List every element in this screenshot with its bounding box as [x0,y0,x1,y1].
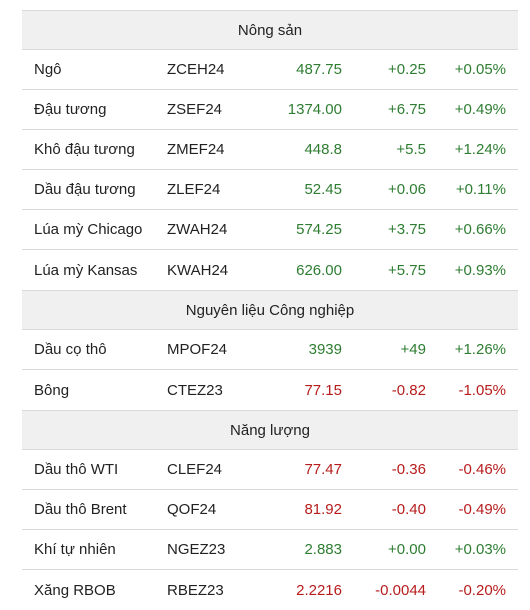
commodity-name: Xăng RBOB [34,581,116,599]
change-value: +49 [400,341,426,358]
contract-code: KWAH24 [167,261,229,279]
contract-code: ZCEH24 [167,61,225,78]
change-value: +0.00 [388,541,426,558]
price-value: 626.00 [296,261,342,279]
change-value: +3.75 [388,221,426,238]
change-value: +6.75 [388,101,426,118]
table-row: Bông CTEZ23 77.15 -0.82 -1.05% [22,370,518,410]
change-percent: -0.20% [458,581,506,599]
price-value: 487.75 [296,61,342,78]
section-rows: Dầu thô WTI CLEF24 77.47 -0.36 -0.46% Dầu thô… [22,450,518,610]
change-percent: +0.49% [454,101,506,118]
price-value: 2.883 [304,541,342,558]
change-percent: +1.26% [454,341,506,358]
change-percent: +0.03% [454,541,506,558]
section-header: Nông sản [22,10,518,50]
section-rows: Ngô ZCEH24 487.75 +0.25 +0.05% Đậu tương ZSEF2… [22,50,518,290]
change-value: +0.06 [388,181,426,198]
change-value: -0.0044 [375,581,426,599]
table-row: Ngô ZCEH24 487.75 +0.25 +0.05% [22,50,518,90]
change-value: +5.5 [396,141,426,158]
table-row: Lúa mỳ Chicago ZWAH24 574.25 +3.75 +0.66% [22,210,518,250]
table-row: Dầu đậu tương ZLEF24 52.45 +0.06 +0.11% [22,170,518,210]
table-row: Dầu thô Brent QOF24 81.92 -0.40 -0.49% [22,490,518,530]
change-percent: +0.93% [454,261,506,279]
price-value: 52.45 [304,181,342,198]
table-row: Dầu cọ thô MPOF24 3939 +49 +1.26% [22,330,518,370]
table-row: Đậu tương ZSEF24 1374.00 +6.75 +0.49% [22,90,518,130]
commodity-name: Dầu thô Brent [34,501,127,518]
contract-code: QOF24 [167,501,217,518]
change-percent: -0.49% [458,501,506,518]
commodity-price-table: Nông sản Ngô ZCEH24 487.75 +0.25 +0.05% Đậu tư… [22,10,518,610]
contract-code: RBEZ23 [167,581,224,599]
price-value: 574.25 [296,221,342,238]
price-value: 81.92 [304,501,342,518]
commodity-name: Bông [34,381,70,399]
section-header: Nguyên liệu Công nghiệp [22,290,518,330]
price-value: 3939 [308,341,342,358]
table-row: Xăng RBOB RBEZ23 2.2216 -0.0044 -0.20% [22,570,518,610]
price-value: 77.47 [304,461,342,478]
price-value: 77.15 [304,381,342,399]
change-percent: +1.24% [454,141,506,158]
commodity-name: Dầu đậu tương [34,181,136,198]
commodity-name: Đậu tương [34,101,107,118]
price-value: 1374.00 [287,101,342,118]
change-value: +0.25 [388,61,426,78]
commodity-name: Dầu thô WTI [34,461,119,478]
change-percent: +0.11% [455,181,506,198]
table-row: Lúa mỳ Kansas KWAH24 626.00 +5.75 +0.93% [22,250,518,290]
contract-code: ZLEF24 [167,181,221,198]
change-percent: +0.66% [454,221,506,238]
commodity-name: Khí tự nhiên [34,541,116,558]
contract-code: ZMEF24 [167,141,225,158]
change-value: -0.36 [391,461,426,478]
contract-code: ZWAH24 [167,221,228,238]
section-header: Năng lượng [22,410,518,450]
contract-code: ZSEF24 [167,101,223,118]
table-row: Khô đậu tương ZMEF24 448.8 +5.5 +1.24% [22,130,518,170]
commodity-name: Ngô [34,61,62,78]
contract-code: MPOF24 [167,341,228,358]
table-row: Khí tự nhiên NGEZ23 2.883 +0.00 +0.03% [22,530,518,570]
table-row: Dầu thô WTI CLEF24 77.47 -0.36 -0.46% [22,450,518,490]
commodity-name: Lúa mỳ Chicago [34,221,143,238]
commodity-name: Dầu cọ thô [34,341,107,358]
commodity-name: Lúa mỳ Kansas [34,261,138,279]
change-percent: -0.46% [458,461,506,478]
section-rows: Dầu cọ thô MPOF24 3939 +49 +1.26% Bông CTEZ23 7… [22,330,518,410]
price-value: 448.8 [304,141,342,158]
contract-code: NGEZ23 [167,541,226,558]
change-percent: +0.05% [454,61,506,78]
change-value: +5.75 [388,261,426,279]
contract-code: CLEF24 [167,461,223,478]
contract-code: CTEZ23 [167,381,223,399]
price-value: 2.2216 [296,581,342,599]
change-value: -0.40 [391,501,426,518]
commodity-name: Khô đậu tương [34,141,135,158]
change-value: -0.82 [391,381,426,399]
change-percent: -1.05% [458,381,506,399]
